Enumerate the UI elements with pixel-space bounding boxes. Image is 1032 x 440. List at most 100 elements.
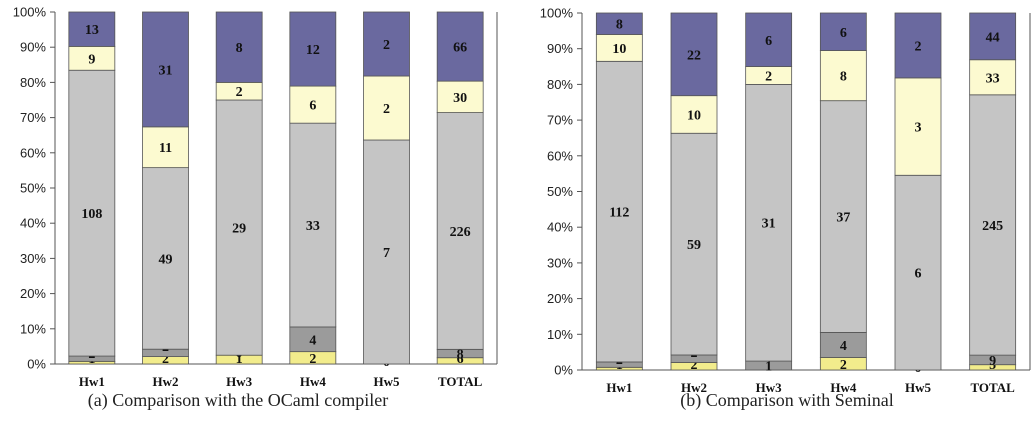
segment-value-label: 5: [989, 358, 996, 373]
bar-segment: [670, 12, 718, 97]
bar-hw4: 2 4 33 6 12: [289, 11, 337, 367]
bar-hw2: 22591022: [670, 12, 718, 373]
segment-value-label: 2: [840, 358, 847, 373]
segment-value-label: 22: [687, 48, 701, 63]
x-category-label: Hw5: [374, 374, 401, 389]
segment-value-label: 44: [986, 30, 1000, 45]
segment-value-label: 2: [236, 85, 243, 100]
x-category-label: Hw5: [905, 380, 932, 395]
segment-value-label: 6: [309, 99, 316, 114]
bar-segment: [670, 132, 718, 356]
segment-value-label: 29: [232, 222, 246, 237]
segment-value-label: 4: [309, 333, 316, 348]
bar-segment: [289, 85, 337, 124]
y-tick-label: 10%: [20, 321, 46, 336]
segment-value-label: 12: [306, 43, 320, 58]
bar-segment: [436, 11, 484, 82]
bar-segment: [363, 139, 410, 365]
segment-value-label: 13: [85, 23, 99, 38]
x-category-label: Hw3: [756, 380, 783, 395]
chart-seminal-comparison: 0% 10% 20% 30% 40% 50% 60% 70% 80% 90% 100% 1 2 112 10…: [540, 6, 1031, 411]
x-category-label: TOTAL: [971, 380, 1016, 395]
x-category-label: Hw1: [79, 374, 105, 389]
y-tick-label: 90%: [547, 41, 573, 56]
segment-value-label: 33: [306, 219, 320, 234]
y-tick-label: 80%: [20, 75, 46, 90]
segment-value-label: 6: [915, 267, 922, 282]
bar-total: 68 226 30 66: [436, 11, 484, 367]
bar-segment: [68, 11, 116, 47]
segment-value-label: 4: [840, 339, 847, 354]
bar-segment: [436, 112, 484, 350]
segment-value-label: 7: [383, 246, 390, 261]
y-tick-label: 40%: [547, 220, 573, 235]
bar-segment: [289, 326, 337, 353]
segment-value-label: 10: [612, 42, 626, 57]
y-tick-label: 30%: [547, 255, 573, 270]
segment-value-label: 37: [836, 211, 850, 226]
bar-segment: [142, 126, 189, 169]
bar-segment: [289, 122, 337, 328]
bar-hw3: 102928: [215, 11, 263, 367]
x-category-label: Hw2: [153, 374, 179, 389]
y-tick-label: 50%: [20, 181, 46, 196]
bar-hw1: 12112108: [595, 12, 643, 373]
segment-value-label: 33: [986, 71, 1000, 86]
segment-value-label: 6: [765, 34, 772, 49]
bar-segment: [819, 332, 867, 358]
y-tick-label: 50%: [547, 184, 573, 199]
segment-value-label: 226: [450, 225, 471, 240]
chart-ocaml-comparison: 0%10%20%30%40%50%60%70%80%90%100%1210891…: [13, 5, 498, 411]
segment-value-label: 8: [236, 41, 243, 56]
y-tick-label: 10%: [547, 327, 573, 342]
bar-segment: [969, 94, 1017, 356]
bar-segment: [142, 167, 189, 350]
y-tick-label: 20%: [547, 291, 573, 306]
segment-value-label: 8: [840, 70, 847, 85]
bar-segment: [745, 84, 793, 362]
bar-segment: [215, 11, 263, 83]
bar-segment: [363, 11, 410, 77]
y-tick-label: 20%: [20, 286, 46, 301]
bar-segment: [289, 11, 337, 87]
segment-value-label: 49: [159, 252, 173, 267]
bar-segment: [969, 59, 1017, 96]
bar-segment: [819, 100, 867, 333]
bar-hw5: 00722: [363, 11, 410, 370]
y-tick-label: 90%: [20, 40, 46, 55]
segment-value-label: 11: [159, 141, 172, 156]
segment-value-label: 2: [383, 102, 390, 117]
segment-value-label: 66: [453, 41, 467, 56]
y-tick-label: 0%: [554, 363, 573, 378]
figure-caption: (a) Comparison with the OCaml compiler: [88, 390, 388, 411]
bar-hw4: 2 4 37 8 6: [819, 12, 867, 373]
y-tick-label: 100%: [13, 5, 47, 20]
segment-value-label: 3: [915, 121, 922, 136]
y-tick-label: 60%: [547, 148, 573, 163]
bar-segment: [894, 12, 942, 79]
segment-value-label: 10: [687, 108, 701, 123]
segment-value-label: 9: [989, 354, 996, 369]
bar-segment: [595, 12, 643, 35]
bar-segment: [894, 77, 942, 176]
x-category-label: Hw2: [681, 380, 707, 395]
segment-value-label: 108: [81, 207, 102, 222]
segment-value-label: 6: [457, 352, 464, 367]
segment-value-label: 2: [309, 352, 316, 367]
y-tick-label: 70%: [20, 110, 46, 125]
bar-segment: [595, 60, 643, 363]
x-category-label: Hw3: [226, 374, 253, 389]
x-category-label: Hw1: [606, 380, 632, 395]
segment-value-label: 31: [159, 63, 173, 78]
y-tick-label: 0%: [27, 357, 46, 372]
segment-value-label: 2: [691, 358, 698, 373]
bar-segment: [894, 174, 942, 371]
bar-hw3: 013126: [745, 12, 793, 375]
segment-value-label: 9: [88, 52, 95, 67]
y-tick-label: 70%: [547, 113, 573, 128]
segment-value-label: 8: [457, 348, 464, 363]
segment-value-label: 59: [687, 238, 701, 253]
segment-value-label: 112: [609, 206, 629, 221]
y-tick-label: 80%: [547, 77, 573, 92]
